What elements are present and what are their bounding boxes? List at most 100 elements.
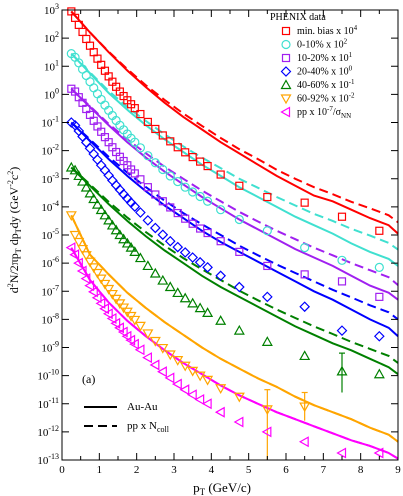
- data-point-2: [196, 224, 205, 233]
- data-point-5: [149, 336, 161, 347]
- data-point-6: [201, 398, 212, 410]
- y-tick-label: 10-12: [37, 424, 59, 439]
- data-point-4: [215, 315, 227, 325]
- y-label-j: 2: [6, 171, 15, 175]
- curve-dashed-6: [70, 247, 399, 460]
- legend-marker-2: [281, 53, 291, 63]
- data-point-0: [130, 104, 139, 113]
- y-label-c: N/2πp: [7, 253, 21, 283]
- y-tick-label: 103: [44, 2, 59, 17]
- data-point-2: [151, 190, 160, 199]
- y-label-a: d: [7, 287, 21, 293]
- x-axis-label-rest: (GeV/c): [205, 480, 251, 495]
- data-point-6: [186, 389, 197, 401]
- data-point-5: [179, 361, 191, 372]
- data-point-6: [125, 334, 136, 346]
- data-point-1: [300, 243, 310, 253]
- data-point-4: [125, 241, 137, 252]
- data-point-1: [234, 214, 244, 225]
- data-point-3: [179, 247, 191, 258]
- y-tick-label: 10-1: [41, 115, 59, 130]
- data-point-6: [261, 426, 272, 438]
- y-tick-label: 100: [44, 86, 59, 101]
- x-tick-label: 7: [321, 464, 327, 476]
- data-point-0: [375, 226, 384, 235]
- y-tick-label: 10-8: [41, 311, 59, 326]
- data-point-1: [135, 143, 145, 153]
- legend-label-0: min. bias x 104: [297, 24, 358, 37]
- data-point-0: [143, 117, 152, 127]
- data-point-4: [373, 368, 385, 379]
- x-tick-label: 1: [97, 464, 103, 476]
- data-point-6: [102, 308, 113, 320]
- data-point-6: [214, 406, 225, 418]
- data-point-5: [233, 392, 245, 403]
- legend-title: PHENIX data: [270, 12, 326, 23]
- curve-solid-2: [70, 88, 399, 301]
- data-point-1: [195, 191, 205, 202]
- legend-marker-0: [281, 26, 291, 36]
- legend-marker-4: [280, 79, 292, 90]
- data-point-6: [142, 352, 152, 364]
- data-point-0: [166, 137, 175, 146]
- data-point-5: [172, 356, 184, 366]
- data-point-0: [235, 181, 244, 190]
- data-point-4: [157, 274, 169, 285]
- data-point-5: [187, 366, 199, 377]
- data-point-1: [130, 137, 140, 147]
- line-legend-label-0: Au-Au: [127, 401, 158, 413]
- y-tick-label: 10-11: [38, 396, 59, 411]
- data-point-5: [215, 384, 227, 395]
- data-point-5: [95, 274, 107, 285]
- data-point-3: [336, 325, 348, 336]
- data-point-4: [95, 204, 107, 215]
- data-point-5: [299, 402, 311, 413]
- data-point-4: [194, 302, 206, 313]
- data-point-3: [92, 154, 103, 165]
- curve-dashed-3: [70, 121, 399, 321]
- data-point-0: [196, 157, 205, 166]
- y-label-k: ): [7, 167, 21, 171]
- y-axis-label: d2N/2πpT dpTdy (GeV-2c2): [6, 167, 23, 294]
- data-point-1: [337, 255, 347, 265]
- data-point-5: [91, 268, 103, 279]
- data-point-2: [300, 270, 309, 279]
- data-point-0: [82, 34, 91, 44]
- data-point-4: [336, 365, 348, 376]
- data-point-4: [179, 292, 191, 303]
- data-point-4: [110, 224, 122, 235]
- data-point-3: [164, 235, 176, 247]
- data-point-6: [106, 313, 117, 325]
- x-tick-label: 4: [209, 464, 215, 476]
- data-point-6: [194, 394, 205, 406]
- y-tick-label: 10-3: [41, 171, 59, 186]
- y-tick-label: 10-2: [41, 143, 59, 158]
- data-point-4: [134, 252, 146, 263]
- data-point-1: [150, 158, 160, 168]
- data-point-6: [336, 447, 347, 459]
- data-point-4: [299, 350, 311, 361]
- curve-solid-6: [70, 247, 399, 460]
- data-point-6: [134, 344, 145, 356]
- data-point-3: [149, 222, 161, 234]
- data-point-1: [188, 187, 198, 197]
- data-point-4: [69, 164, 81, 175]
- data-point-4: [164, 281, 176, 292]
- data-point-5: [202, 375, 214, 386]
- data-point-2: [203, 228, 212, 238]
- x-tick-label: 8: [358, 464, 364, 476]
- data-point-5: [142, 329, 154, 340]
- data-point-2: [216, 237, 225, 246]
- data-point-5: [69, 230, 81, 241]
- data-point-5: [73, 237, 85, 248]
- line-legend: Au-Au pp x Ncoll: [84, 401, 170, 434]
- data-point-4: [77, 175, 89, 186]
- data-point-5: [106, 289, 118, 300]
- data-point-4: [172, 287, 184, 298]
- data-point-4: [80, 181, 92, 192]
- data-point-0: [300, 198, 309, 207]
- legend-marker-6: [280, 106, 291, 118]
- data-point-2: [143, 183, 152, 192]
- legend-label-5: 60-92% x 10-2: [297, 92, 355, 105]
- data-point-4: [149, 267, 161, 278]
